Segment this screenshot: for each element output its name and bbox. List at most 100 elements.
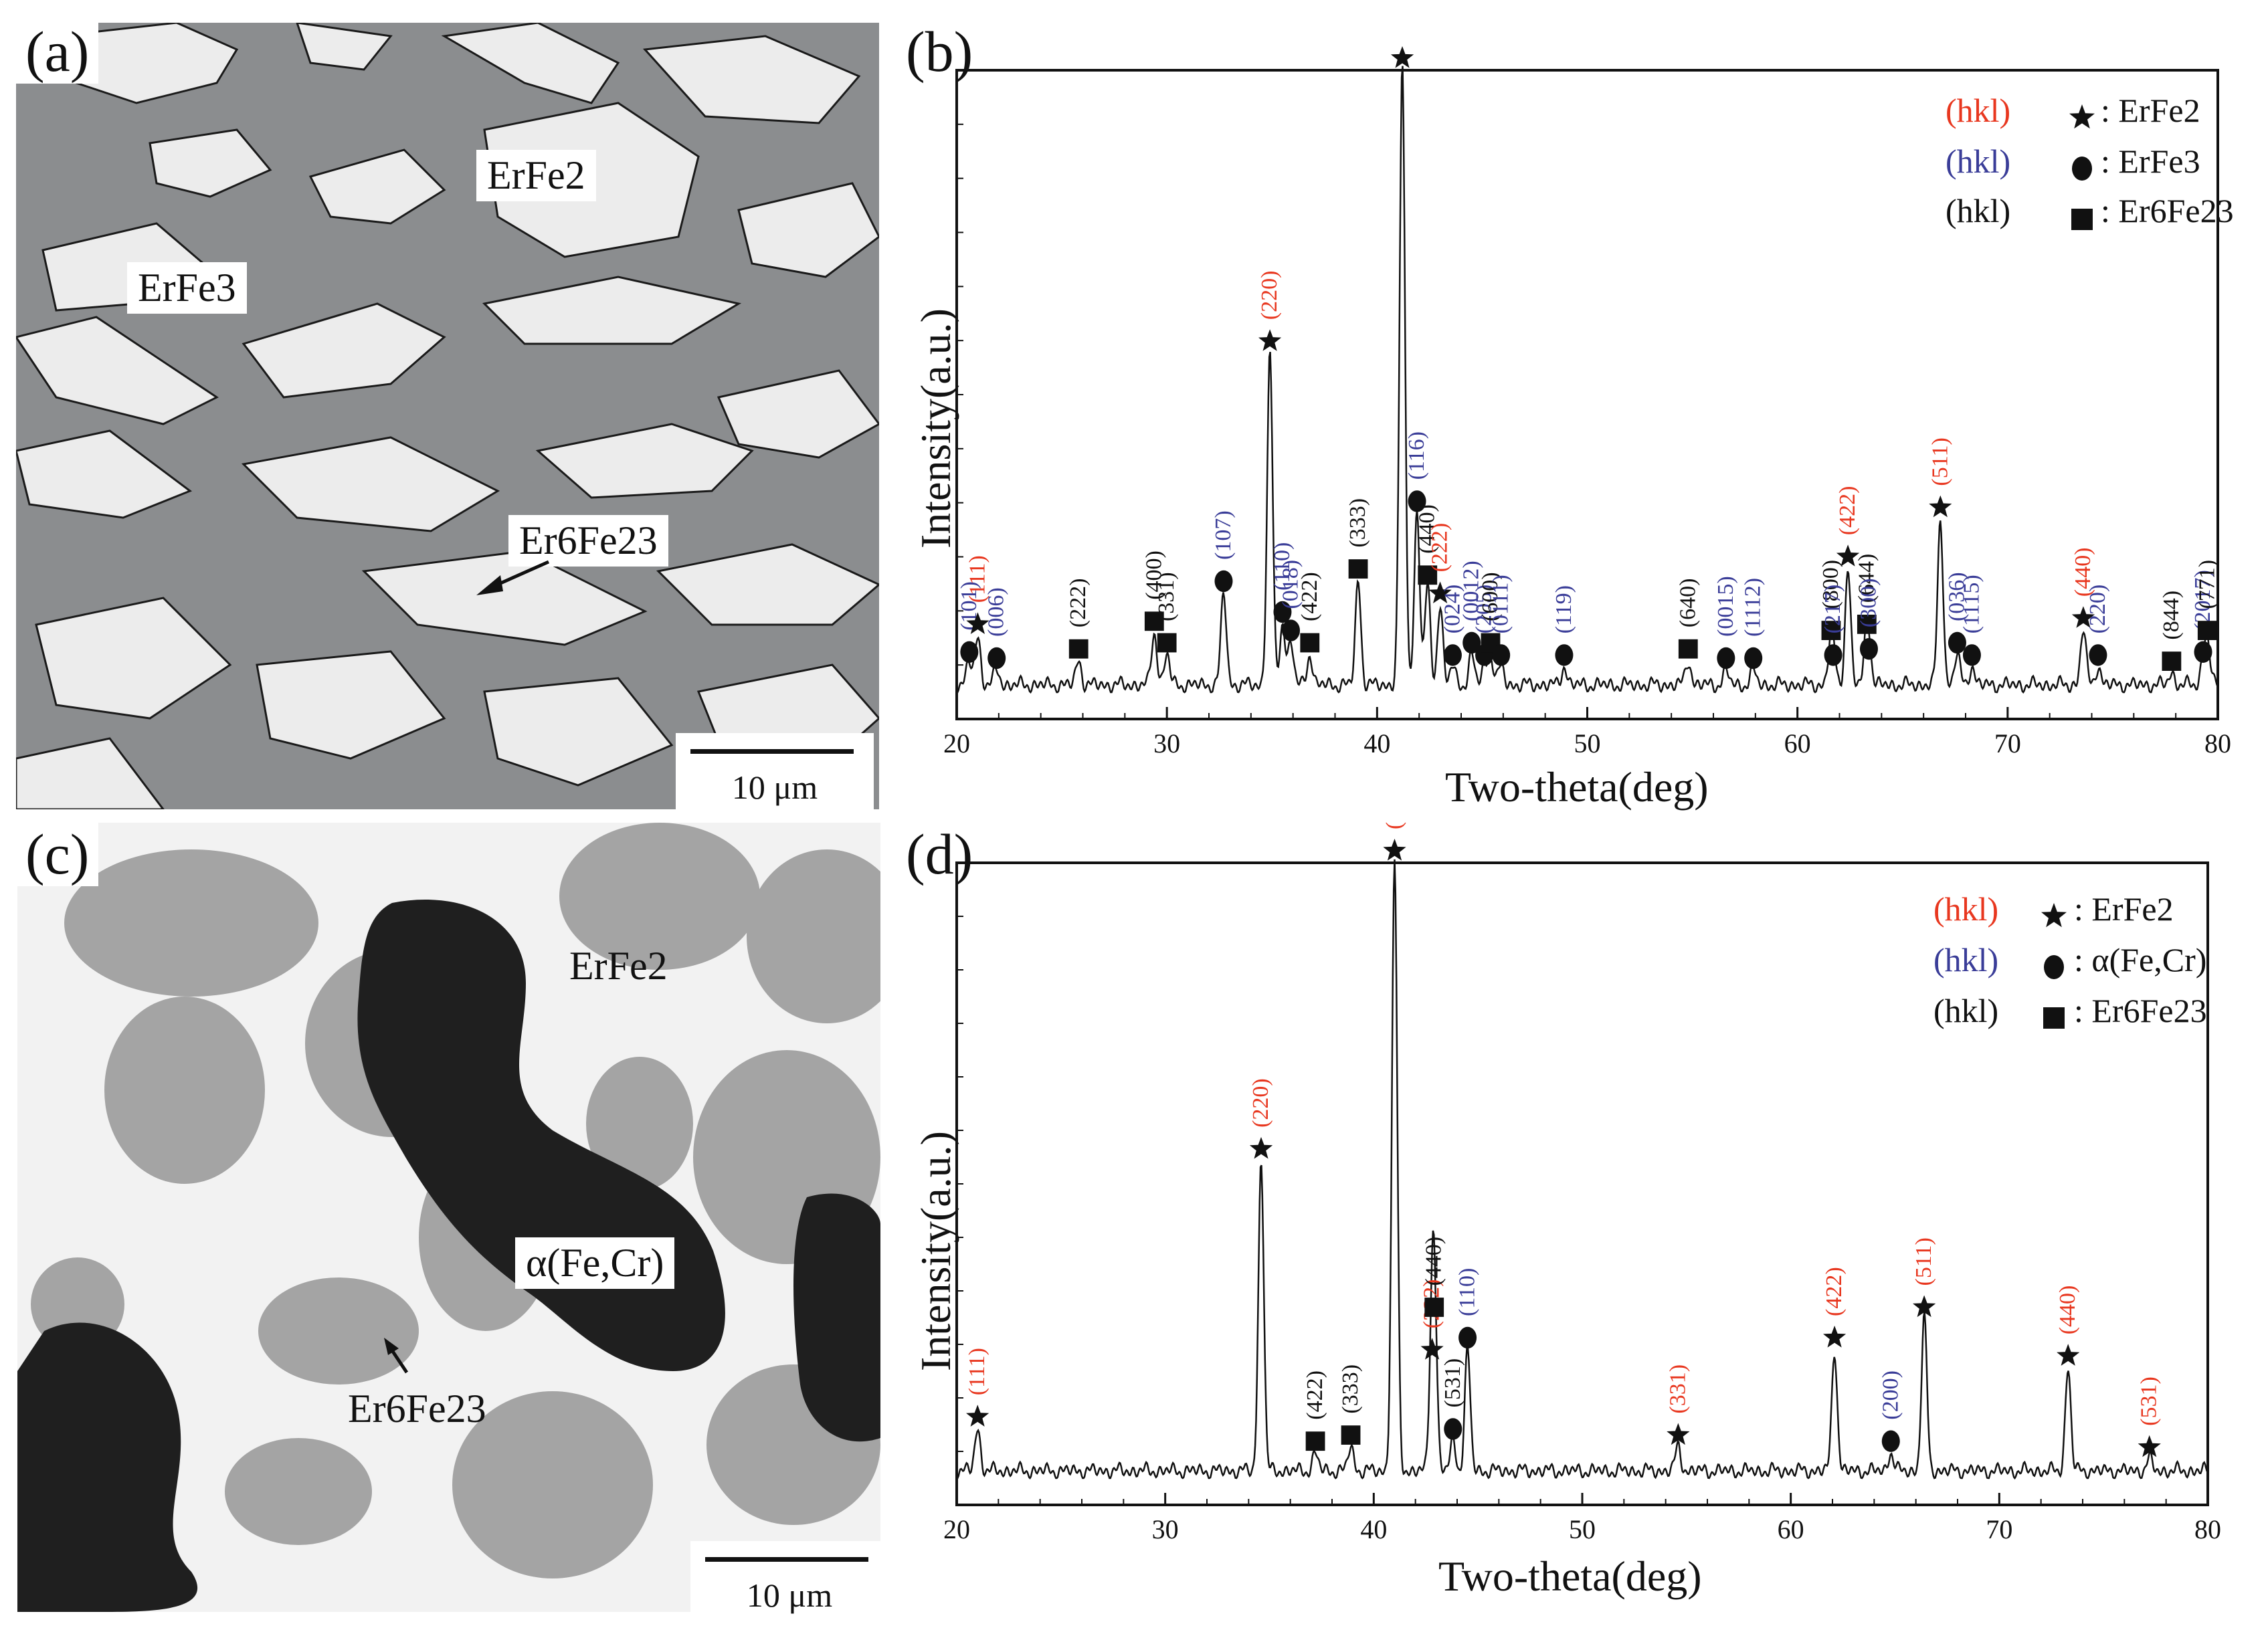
bright-phase-region	[296, 23, 393, 71]
x-tick-label: 30	[1152, 1514, 1179, 1544]
peak-marker-circle	[1458, 1326, 1477, 1349]
peak-label: (844)	[2159, 591, 2184, 640]
scale-label: 10 μm	[746, 1576, 833, 1614]
legend-hkl: (hkl)	[1946, 192, 2011, 229]
legend-square-icon	[2071, 209, 2093, 230]
peak-marker-circle	[1744, 647, 1763, 670]
legend-hkl: (hkl)	[1946, 142, 2011, 180]
bright-phase-region	[242, 302, 446, 399]
x-tick-label: 20	[943, 1514, 970, 1544]
peak-marker-circle	[2089, 644, 2107, 666]
legend-phase: : Er6Fe23	[2101, 192, 2234, 229]
peak-label: (331)	[1665, 1364, 1690, 1414]
peak-marker-square	[1418, 565, 1438, 585]
panel-a: (a) ErFe2 ErFe3 Er6Fe23 10 μm	[0, 0, 890, 828]
peak-label: (300)	[1856, 579, 1881, 628]
x-tick-label: 60	[1778, 1514, 1804, 1544]
peak-marker-square	[1424, 1298, 1444, 1317]
x-tick-label: 80	[2194, 1514, 2221, 1544]
legend-square-icon	[2043, 1007, 2065, 1029]
peak-label: (644)	[1854, 554, 1879, 603]
bright-phase-region	[256, 650, 446, 760]
panel-label: (b)	[896, 20, 983, 84]
peak-label: (222)	[1066, 579, 1091, 628]
scale-bar-c: 10 μm	[690, 1541, 888, 1636]
peak-label: (333)	[1338, 1364, 1363, 1414]
peak-label: (531)	[2137, 1376, 2162, 1426]
bright-phase-region	[642, 35, 861, 124]
peak-marker-circle	[1717, 647, 1735, 670]
peak-label: (422)	[1822, 1267, 1847, 1316]
bright-phase-region	[483, 677, 674, 787]
peak-marker-circle	[1443, 644, 1462, 666]
xrd-pattern-line	[957, 859, 2209, 1480]
bright-phase-region	[308, 148, 446, 225]
peak-marker-star	[1667, 1423, 1690, 1445]
peak-label: (110)	[1270, 542, 1295, 591]
scale-bar-a: 10 μm	[676, 733, 874, 828]
xrd-chart-d: (d) 20 30 40 50 60 70 80 (111) (220) (422) (333) (3…	[896, 823, 2268, 1623]
peak-marker-star	[1383, 839, 1406, 861]
peak-label: (200)	[1878, 1370, 1903, 1420]
legend-hkl: (hkl)	[1933, 941, 1999, 979]
peak-label: (036)	[1944, 572, 1969, 621]
x-tick-label: 70	[1986, 1514, 2012, 1544]
legend-hkl: (hkl)	[1946, 92, 2011, 129]
legend-phase: : ErFe2	[2074, 890, 2174, 928]
peak-marker-star	[2057, 1344, 2080, 1366]
legend-hkl: (hkl)	[1933, 890, 1999, 928]
peak-marker-circle	[1859, 638, 1878, 660]
peak-label: (600)	[1478, 572, 1503, 621]
x-axis-label: Two-theta(deg)	[1438, 1552, 1702, 1600]
peak-label: (422)	[1297, 572, 1322, 621]
x-tick-label: 40	[1363, 728, 1390, 758]
bright-phase-region	[241, 436, 500, 532]
peak-marker-square	[2197, 621, 2217, 640]
peak-label: (531)	[1440, 1358, 1465, 1408]
bright-phase-region	[149, 128, 272, 198]
peak-label: (217)	[1820, 585, 1845, 634]
x-tick-label: 50	[1574, 728, 1601, 758]
legend-star-icon	[2041, 903, 2067, 928]
peak-label: (024)	[1440, 585, 1464, 634]
peak-marker-circle	[1492, 644, 1511, 666]
bright-phase-region	[35, 597, 232, 720]
peak-marker-circle	[1881, 1430, 1900, 1452]
peak-label: (771)	[2194, 560, 2219, 609]
sem-image-c	[17, 823, 880, 1612]
peak-marker-square	[2162, 651, 2182, 671]
phase-label-er6fe23: Er6Fe23	[348, 1387, 486, 1431]
peak-marker-star	[2071, 606, 2095, 628]
peak-marker-star	[1249, 1136, 1273, 1159]
peak-label: (111)	[965, 1348, 989, 1395]
peak-marker-star	[1913, 1295, 1936, 1318]
peak-marker-square	[1068, 639, 1089, 659]
peak-label: (1112)	[1741, 578, 1766, 637]
peak-marker-circle	[1273, 601, 1292, 623]
peak-label: (220)	[1248, 1078, 1273, 1128]
bright-phase-region	[441, 23, 620, 104]
legend-star-icon	[2069, 104, 2095, 129]
bright-phase-region	[16, 429, 193, 519]
peak-label: (006)	[984, 587, 1009, 637]
peak-marker-square	[1857, 615, 1877, 634]
peak-marker-circle	[1444, 1418, 1462, 1440]
peak-marker-star	[1836, 544, 1860, 567]
scale-label: 10 μm	[731, 769, 818, 806]
peak-marker-circle	[987, 647, 1006, 670]
x-tick-label: 30	[1153, 728, 1180, 758]
y-axis-label: Intensity(a.u.)	[912, 308, 959, 548]
x-tick-label: 70	[1994, 728, 2021, 758]
peak-marker-star	[966, 612, 989, 634]
peak-label: (331)	[1154, 572, 1179, 621]
peak-label: (0012)	[1459, 560, 1484, 621]
peak-label: (119)	[1551, 585, 1576, 633]
peak-marker-star	[2138, 1435, 2161, 1457]
peak-label: (107)	[1211, 510, 1236, 560]
peak-label: (111)	[965, 555, 989, 603]
peak-label: (440)	[1422, 1237, 1446, 1286]
peak-marker-circle	[1408, 490, 1426, 512]
phase-label-er6fe23: Er6Fe23	[508, 515, 668, 567]
peak-marker-circle	[1462, 631, 1481, 654]
peak-label: (440)	[2055, 1286, 2080, 1335]
